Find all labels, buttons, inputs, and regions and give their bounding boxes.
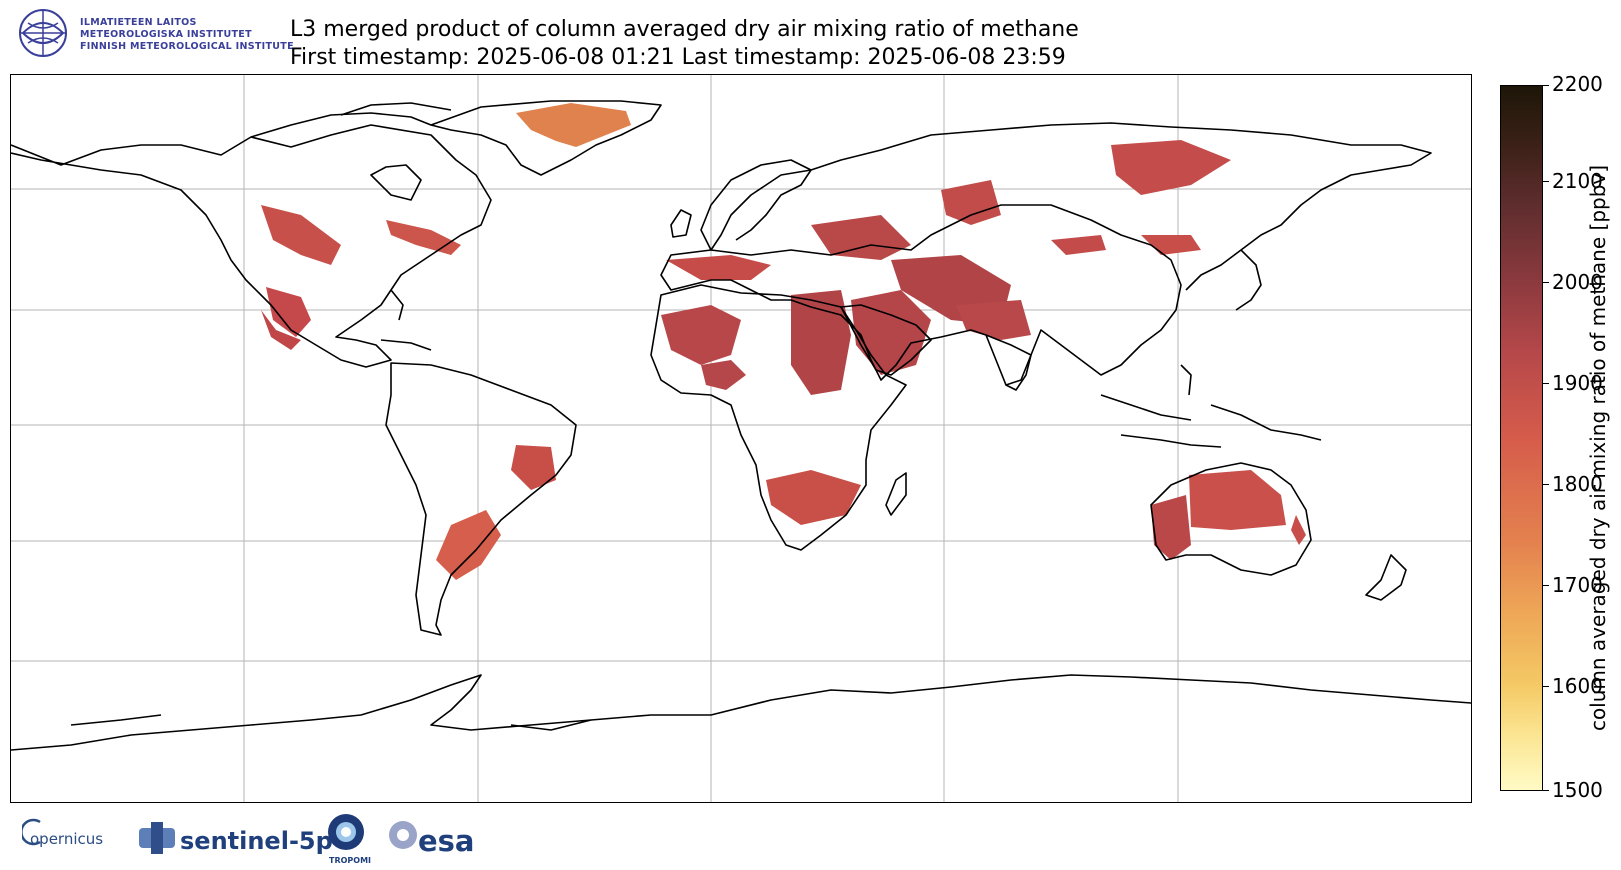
fmi-name-en: FINNISH METEOROLOGICAL INSTITUTE xyxy=(80,41,294,52)
colorbar-tick-mark xyxy=(1543,85,1549,86)
colorbar-tick-2000: 2000 xyxy=(1552,270,1603,294)
fmi-logo xyxy=(18,8,68,58)
data-patch-sahara-west xyxy=(661,305,741,365)
colorbar-tick-1800: 1800 xyxy=(1552,472,1603,496)
colorbar-label: column averaged dry air mixing ratio of … xyxy=(1586,164,1610,732)
copernicus-wordmark: opernicus xyxy=(30,830,104,848)
data-patch-australia-central xyxy=(1189,470,1286,530)
colorbar-tick-mark xyxy=(1543,383,1549,384)
world-map xyxy=(10,74,1472,803)
sentinel-logo xyxy=(137,818,179,862)
data-patch-mexico xyxy=(261,310,301,350)
colorbar-tick-1500: 1500 xyxy=(1552,778,1603,802)
title-line-2: First timestamp: 2025-06-08 01:21 Last t… xyxy=(290,45,1066,70)
data-patch-india xyxy=(956,300,1031,340)
satellite-icon xyxy=(139,822,175,854)
esa-icon xyxy=(389,821,417,849)
data-patch-australia-east xyxy=(1291,515,1306,545)
tropomi-logo xyxy=(326,812,366,858)
map-canvas xyxy=(11,75,1471,802)
tropomi-eye-icon xyxy=(328,814,364,850)
data-patch-na-west xyxy=(261,205,341,265)
data-patch-sahel xyxy=(701,360,746,390)
data-patch-china xyxy=(1051,235,1106,255)
data-patch-na-east xyxy=(386,220,461,255)
colorbar-tick-1700: 1700 xyxy=(1552,573,1603,597)
data-patch-sahara-east xyxy=(791,290,851,395)
data-patch-greenland xyxy=(516,103,631,147)
fmi-institute-name: ILMATIETEEN LAITOS METEOROLOGISKA INSTIT… xyxy=(80,17,294,53)
fmi-name-fi: ILMATIETEEN LAITOS xyxy=(80,17,197,28)
colorbar-tick-mark xyxy=(1543,181,1549,182)
data-patch-australia-west xyxy=(1151,495,1191,560)
copernicus-logo xyxy=(20,818,44,850)
esa-logo xyxy=(388,820,418,854)
copernicus-icon xyxy=(20,818,41,846)
colorbar-tick-mark xyxy=(1543,790,1549,791)
colorbar-tick-mark xyxy=(1543,484,1549,485)
fmi-globe-icon xyxy=(19,9,67,57)
title-line-1: L3 merged product of column averaged dry… xyxy=(290,17,1079,42)
data-patch-caspian xyxy=(811,215,911,260)
coastlines xyxy=(11,100,1471,751)
colorbar-tick-2200: 2200 xyxy=(1552,72,1603,96)
data-patch-siberia xyxy=(1111,140,1231,195)
data-patch-sa-south xyxy=(436,510,501,580)
colorbar-tick-1600: 1600 xyxy=(1552,674,1603,698)
tropomi-wordmark: TROPOMI xyxy=(329,856,372,865)
colorbar-tick-mark xyxy=(1543,686,1549,687)
data-patch-southern-africa xyxy=(766,470,861,525)
esa-wordmark: esa xyxy=(418,824,475,858)
colorbar-tick-1900: 1900 xyxy=(1552,371,1603,395)
data-patch-sa-brazil xyxy=(511,445,556,490)
data-patch-arabia xyxy=(851,290,931,375)
data-patch-mongolia xyxy=(1141,235,1201,255)
colorbar-tick-mark xyxy=(1543,585,1549,586)
colorbar xyxy=(1500,85,1543,791)
colorbar-tick-2100: 2100 xyxy=(1552,169,1603,193)
fmi-name-sv: METEOROLOGISKA INSTITUTET xyxy=(80,29,252,40)
plot-title: L3 merged product of column averaged dry… xyxy=(290,16,1079,72)
sentinel-wordmark: sentinel-5p xyxy=(180,827,333,855)
data-patch-kazakh xyxy=(941,180,1001,225)
data-patch-na-southwest xyxy=(266,287,311,337)
methane-data-patches xyxy=(261,103,1306,580)
data-patch-europe-south xyxy=(666,255,771,280)
gridlines xyxy=(11,75,1471,802)
colorbar-tick-mark xyxy=(1543,282,1549,283)
